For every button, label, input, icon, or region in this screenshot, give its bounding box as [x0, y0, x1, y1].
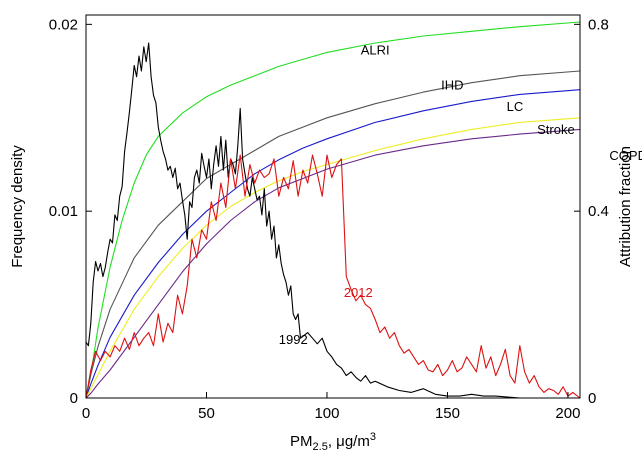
x-tick-label: 0	[82, 405, 90, 422]
attribution-line-lc	[85, 89, 581, 399]
attribution-line-stroke	[85, 117, 581, 399]
curve-label-alri: ALRI	[361, 43, 390, 58]
x-tick-label: 150	[435, 405, 460, 422]
curve-label-copd: COPD	[609, 148, 642, 163]
curves-layer	[85, 21, 581, 399]
right-y-tick-label: 0.4	[588, 203, 609, 220]
attribution-line-alri	[85, 21, 581, 399]
right-y-axis-title: Attribution fraction	[617, 146, 634, 267]
left-y-axis-title: Frequency density	[9, 145, 26, 268]
ticks-layer: 0 50 100 150 200 0 0.01 0.02 0 0.4 0.8	[49, 16, 609, 422]
x-tick-label: 200	[555, 405, 580, 422]
curve-label-stroke: Stroke	[537, 122, 575, 137]
curve-label-ihd: IHD	[441, 78, 463, 93]
x-axis-title: PM2.5, μg/m3	[290, 431, 376, 453]
right-y-tick-label: 0.8	[588, 16, 609, 33]
left-y-tick-label: 0.02	[49, 16, 78, 33]
left-y-tick-label: 0.01	[49, 203, 78, 220]
x-tick-label: 50	[198, 405, 215, 422]
plot-frame	[85, 14, 581, 399]
left-y-tick-label: 0	[70, 390, 78, 407]
right-y-tick-label: 0	[588, 390, 596, 407]
curve-labels-layer: ALRI IHD LC Stroke COPD 2012 1992	[279, 43, 642, 347]
curve-label-2012: 2012	[344, 285, 373, 300]
curve-label-lc: LC	[507, 99, 524, 114]
curve-label-1992: 1992	[279, 332, 308, 347]
attribution-line-ihd	[85, 70, 581, 399]
density-line-2012	[85, 154, 581, 399]
attribution-line-copd	[85, 128, 581, 399]
x-tick-label: 100	[314, 405, 339, 422]
